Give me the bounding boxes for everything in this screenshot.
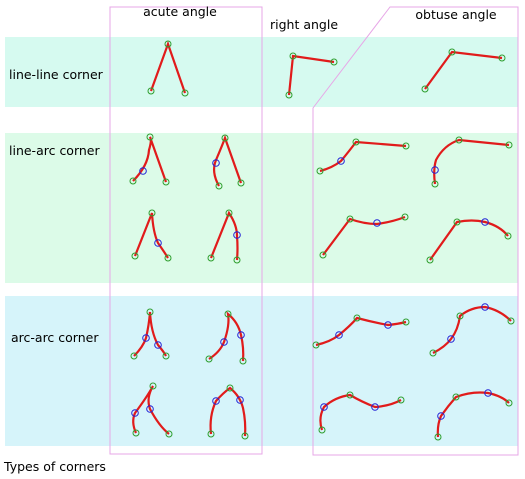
corner-line-arc-acute-3	[131, 209, 172, 262]
corner-line-line-obtuse	[421, 48, 506, 93]
corner-arc-arc-acute-3	[131, 382, 173, 438]
row-label-line-line: line-line corner	[9, 67, 104, 82]
column-label-acute: acute angle	[143, 4, 217, 19]
corner-arc-arc-acute-2	[205, 310, 247, 365]
column-label-obtuse: obtuse angle	[415, 7, 497, 22]
corner-line-arc-acute-4	[207, 209, 241, 264]
corner-line-arc-obtuse-3	[319, 213, 409, 259]
corner-arc-arc-acute-1	[130, 308, 170, 360]
corner-arc-arc-obtuse-2	[429, 303, 515, 357]
corner-arc-arc-obtuse-1	[312, 314, 410, 349]
row-label-arc-arc: arc-arc corner	[11, 330, 99, 345]
frame-obtuse-column	[312, 6, 519, 456]
corner-line-line-acute	[147, 40, 189, 97]
corner-arc-arc-obtuse-3	[318, 391, 405, 434]
corner-line-arc-acute-1	[129, 133, 170, 186]
corner-arc-arc-acute-4	[207, 384, 249, 440]
corner-line-arc-acute-2	[212, 134, 245, 190]
corner-arc-arc-obtuse-4	[434, 389, 513, 441]
column-label-right: right angle	[270, 17, 338, 32]
corner-line-arc-obtuse-1	[316, 138, 410, 175]
corner-line-arc-obtuse-2	[431, 136, 513, 188]
frame-acute-column	[109, 6, 263, 455]
corner-line-line-right	[285, 52, 338, 99]
caption: Types of corners	[3, 459, 106, 474]
row-label-line-arc: line-arc corner	[9, 143, 100, 158]
corner-line-arc-obtuse-4	[426, 218, 512, 264]
